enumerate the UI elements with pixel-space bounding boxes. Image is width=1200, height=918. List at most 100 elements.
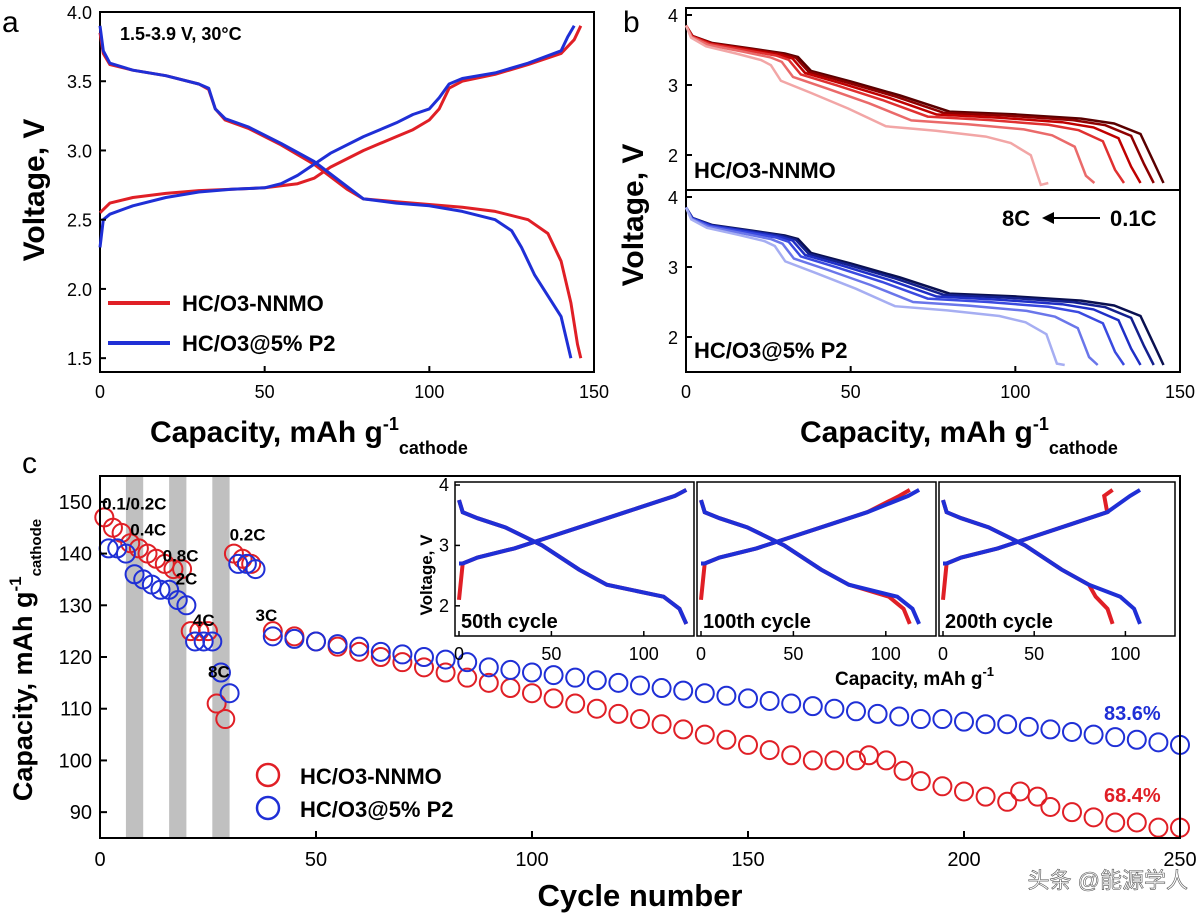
panel-a-xtick-label: 150	[579, 382, 609, 402]
inset-xtick-label: 50	[1024, 644, 1044, 664]
panel-b-xlabel-sup: -1	[1033, 414, 1049, 434]
data-point	[370, 641, 391, 662]
inset-blue-discharge	[941, 499, 1142, 625]
data-point	[846, 750, 866, 771]
data-point	[716, 729, 737, 750]
panel-b-xlabel-main: Capacity, mAh g	[800, 416, 1033, 449]
panel-c-xtick-label: 100	[515, 849, 548, 871]
inset-blue-charge	[701, 488, 921, 566]
panel-b-bottom-series	[684, 206, 1165, 367]
panel-a-frame	[99, 11, 595, 373]
panel-a-ytick-label: 1.5	[67, 349, 92, 369]
panel-a-ytick-label: 2.5	[67, 211, 92, 231]
panel-a-xtick-label: 50	[255, 382, 275, 402]
panel-a-series	[98, 25, 583, 359]
data-point	[586, 670, 607, 691]
inset-xlabel: Capacity, mAh g-1	[835, 664, 994, 690]
panel-b-xlabel: Capacity, mAh g-1cathode	[800, 414, 1118, 458]
data-point	[651, 714, 672, 735]
cycle-shading-band	[169, 477, 187, 837]
panel-b: b 0 50 100 150 2 3 4 2 3 4 HC/O3-NNMO HC/O3@5% P2…	[617, 6, 1195, 458]
data-point	[219, 683, 240, 704]
data-point	[716, 685, 737, 706]
panel-c-series	[94, 507, 1190, 838]
panel-b-top-ytick-label: 2	[668, 146, 678, 166]
inset-cycle-label: 100th cycle	[703, 611, 811, 633]
data-point	[954, 711, 974, 732]
panel-c-legend-blue: HC/O3@5% P2	[300, 797, 454, 822]
data-point	[172, 559, 193, 580]
data-point	[1040, 796, 1061, 817]
data-point	[327, 634, 348, 655]
data-point	[802, 750, 823, 771]
data-point	[565, 693, 586, 714]
rate-label: 0.2C	[230, 526, 266, 545]
data-point	[414, 647, 434, 667]
inset-xtick-label: 50	[783, 644, 803, 664]
panel-c-ytick-label: 110	[60, 699, 92, 721]
panel-b-top-curve-5	[684, 25, 1049, 187]
panel-b-top-ytick-label: 3	[668, 76, 678, 96]
data-point	[630, 675, 650, 696]
panel-b-xtick-label: 100	[1000, 382, 1030, 402]
panel-b-top-curve-4	[684, 24, 1096, 184]
panel-b-ticks: 0 50 100 150 2 3 4 2 3 4	[668, 6, 1195, 402]
data-point	[349, 636, 370, 657]
panel-b-xtick-label: 0	[681, 382, 691, 402]
inset-cycle-label: 50th cycle	[461, 611, 558, 633]
data-point	[522, 662, 542, 683]
data-point	[1040, 719, 1061, 740]
panel-b-top-curve-3	[684, 24, 1126, 184]
panel-b-xtick-label: 150	[1165, 382, 1195, 402]
data-point	[889, 706, 910, 727]
data-point	[478, 657, 499, 678]
panel-c-insets: 50th cycle 0 50 100 2 3 4 100th cycle 0 50 100 200t…	[439, 475, 1176, 664]
data-point	[193, 631, 214, 652]
panel-b-bottom-frame	[685, 189, 1181, 373]
panel-c-ytick-label: 140	[59, 544, 92, 566]
legend-marker-blue	[255, 795, 281, 821]
panel-a-series-2	[98, 25, 576, 248]
panel-b-bottom-label: HC/O3@5% P2	[694, 338, 848, 363]
data-point	[215, 709, 236, 730]
panel-b-bottom-ytick-label: 2	[668, 328, 678, 348]
data-point	[651, 678, 672, 699]
panel-a-xlabel-main: Capacity, mAh g	[150, 416, 383, 449]
panel-a-xtick-label: 100	[414, 382, 444, 402]
inset-ytick-label: 3	[439, 535, 449, 555]
panel-a-yticks: 1.5 2.0 2.5 3.0 3.5 4.0	[67, 3, 106, 369]
panel-a-xlabel: Capacity, mAh g-1cathode	[150, 414, 468, 458]
panel-a-legend-red: HC/O3-NNMO	[182, 291, 324, 316]
data-point	[975, 786, 996, 807]
data-point	[1126, 812, 1147, 833]
data-point	[738, 688, 758, 709]
panel-a-xticks: 0 50 100 150	[95, 366, 609, 402]
rate-label: 0.4C	[130, 520, 166, 539]
data-point	[543, 665, 564, 686]
panel-a: a 0 50 100 150 1.5 2.0 2.5 3.0 3.5 4.0 1.5-3.9 V…	[2, 3, 609, 458]
panel-b-bottom-curve-3	[684, 206, 1126, 366]
inset-xtick-label: 100	[871, 644, 901, 664]
data-point	[543, 688, 564, 709]
rate-label: 0.1/0.2C	[102, 495, 166, 514]
retention-blue: 83.6%	[1104, 703, 1161, 725]
panel-a-xlabel-sup: -1	[383, 414, 399, 434]
watermark: 头条 @能源学人	[1028, 868, 1188, 893]
inset-blue-charge	[459, 488, 688, 566]
data-point	[1062, 721, 1082, 742]
panel-c-xtick-label: 0	[94, 849, 105, 871]
data-point	[1083, 724, 1104, 745]
panel-b-arrow-right-label: 0.1C	[1110, 206, 1157, 231]
data-point	[997, 791, 1018, 812]
inset-ylabel: Voltage, V	[417, 534, 436, 616]
panel-a-letter: a	[2, 6, 19, 39]
data-point	[802, 696, 823, 717]
inset-ytick-label: 4	[439, 475, 449, 495]
data-point	[1083, 807, 1104, 828]
panel-c-rate-labels: 0.1/0.2C 0.4C 0.8C 2C 4C 8C 0.2C 3C	[102, 495, 277, 682]
data-point	[457, 667, 478, 688]
data-point	[1148, 732, 1169, 753]
data-point	[781, 693, 802, 714]
data-point	[306, 631, 326, 652]
